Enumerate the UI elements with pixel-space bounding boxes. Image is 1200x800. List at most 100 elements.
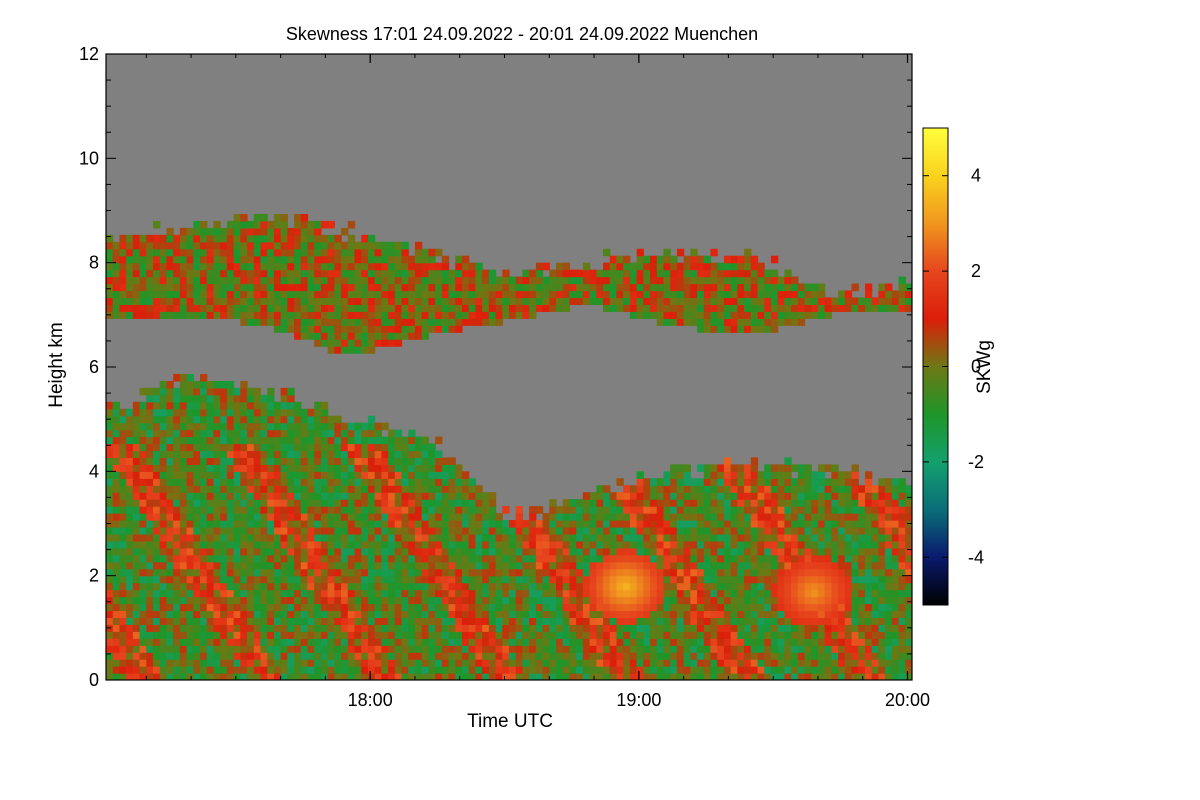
heatmap-cell	[361, 554, 369, 563]
heatmap-cell	[623, 575, 631, 584]
heatmap-column	[562, 262, 571, 680]
heatmap-cell	[327, 346, 335, 354]
heatmap-cell	[139, 262, 147, 271]
heatmap-cell	[650, 255, 658, 264]
heatmap-cell	[697, 311, 705, 319]
heatmap-cell	[676, 526, 685, 535]
heatmap-cell	[206, 499, 215, 507]
heatmap-cell	[488, 617, 497, 625]
heatmap-cell	[247, 631, 255, 639]
heatmap-cell	[300, 436, 309, 445]
heatmap-cell	[697, 485, 705, 493]
heatmap-cell	[435, 575, 443, 584]
heatmap-cell	[179, 429, 188, 438]
heatmap-cell	[441, 547, 450, 556]
heatmap-cell	[280, 304, 288, 312]
heatmap-cell	[723, 645, 732, 653]
heatmap-cell	[744, 554, 752, 563]
heatmap-cell	[280, 561, 288, 570]
heatmap-cell	[596, 617, 604, 625]
heatmap-cell	[461, 506, 470, 514]
heatmap-cell	[737, 464, 745, 472]
heatmap-cell	[220, 436, 228, 445]
heatmap-cell	[341, 422, 349, 431]
heatmap-cell	[341, 227, 349, 236]
heatmap-cell	[193, 443, 201, 452]
heatmap-cell	[616, 666, 624, 674]
heatmap-cell	[710, 561, 718, 570]
heatmap-cell	[307, 220, 315, 229]
heatmap-cell	[179, 520, 188, 528]
heatmap-cell	[717, 624, 725, 632]
heatmap-cell	[112, 485, 121, 493]
heatmap-cell	[173, 506, 181, 514]
heatmap-cell	[609, 290, 618, 299]
heatmap-cell	[146, 269, 154, 278]
heatmap-cell	[233, 638, 241, 646]
heatmap-cell	[723, 568, 732, 577]
heatmap-cell	[280, 471, 288, 479]
heatmap-cell	[334, 540, 342, 549]
heatmap-cell	[179, 506, 188, 514]
heatmap-cell	[717, 582, 725, 591]
heatmap-cell	[461, 561, 470, 570]
heatmap-cell	[367, 311, 376, 319]
heatmap-cell	[522, 547, 530, 556]
heatmap-cell	[307, 443, 315, 452]
heatmap-cell	[448, 617, 456, 625]
heatmap-cell	[703, 255, 712, 264]
heatmap-cell	[616, 561, 624, 570]
heatmap-cell	[267, 297, 275, 305]
heatmap-cell	[629, 283, 638, 292]
heatmap-cell	[744, 492, 752, 500]
heatmap-cell	[683, 520, 691, 528]
heatmap-cell	[294, 638, 302, 646]
heatmap-cell	[784, 540, 792, 549]
heatmap-cell	[663, 554, 671, 563]
heatmap-cell	[388, 457, 396, 465]
heatmap-cell	[502, 666, 510, 674]
heatmap-cell	[186, 380, 194, 389]
heatmap-cell	[287, 540, 295, 549]
heatmap-cell	[320, 332, 329, 340]
heatmap-cell	[502, 533, 510, 542]
heatmap-cell	[650, 617, 658, 625]
heatmap-cell	[294, 652, 302, 660]
heatmap-cell	[273, 255, 282, 264]
heatmap-cell	[193, 666, 201, 674]
heatmap-cell	[153, 561, 161, 570]
heatmap-cell	[146, 464, 154, 472]
heatmap-cell	[703, 568, 712, 577]
heatmap-cell	[374, 652, 382, 660]
heatmap-cell	[213, 408, 221, 417]
heatmap-cell	[757, 659, 765, 667]
heatmap-cell	[146, 568, 154, 577]
heatmap-cell	[126, 276, 134, 285]
heatmap-cell	[233, 582, 241, 591]
heatmap-cell	[300, 624, 309, 632]
heatmap-cell	[200, 380, 208, 389]
heatmap-cell	[347, 269, 356, 278]
heatmap-cell	[226, 526, 235, 535]
heatmap-cell	[717, 478, 725, 486]
heatmap-cell	[676, 248, 685, 257]
heatmap-cell	[146, 401, 154, 410]
heatmap-cell	[394, 540, 403, 549]
heatmap-cell	[273, 526, 282, 535]
heatmap-cell	[361, 520, 369, 528]
heatmap-cell	[253, 318, 262, 326]
heatmap-cell	[294, 408, 302, 417]
heatmap-cell	[253, 213, 262, 222]
heatmap-cell	[811, 297, 819, 305]
heatmap-cell	[280, 220, 288, 229]
heatmap-cell	[374, 610, 382, 618]
heatmap-cell	[428, 568, 436, 577]
heatmap-cell	[166, 464, 174, 472]
heatmap-cell	[327, 547, 335, 556]
heatmap-cell	[394, 659, 403, 667]
heatmap-cell	[287, 415, 295, 424]
heatmap-cell	[791, 659, 799, 667]
heatmap-column	[361, 234, 369, 680]
heatmap-cell	[670, 659, 678, 667]
heatmap-cell	[307, 234, 315, 243]
